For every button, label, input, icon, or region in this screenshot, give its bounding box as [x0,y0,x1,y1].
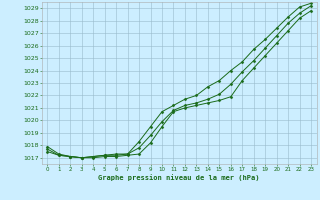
X-axis label: Graphe pression niveau de la mer (hPa): Graphe pression niveau de la mer (hPa) [99,174,260,181]
